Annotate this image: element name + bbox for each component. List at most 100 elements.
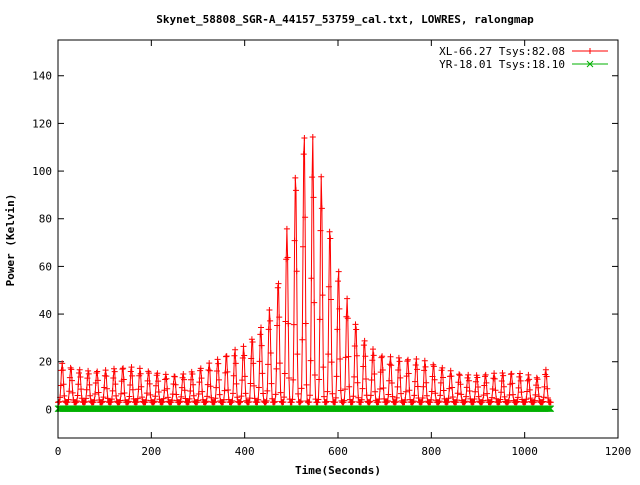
series-xl-point xyxy=(422,363,429,370)
x-tick-label: 200 xyxy=(141,445,161,458)
series-xl-point xyxy=(86,381,93,388)
series-xl-point xyxy=(259,370,266,377)
series-xl-point xyxy=(292,174,299,181)
series-xl-point xyxy=(361,337,368,344)
series-xl-point xyxy=(499,369,506,376)
series-xl-point xyxy=(344,315,351,322)
series-xl-point xyxy=(139,394,145,401)
series-xl-point xyxy=(195,390,202,397)
series-xl-point xyxy=(108,398,115,405)
series-xl-point xyxy=(366,399,373,406)
series-yr-point xyxy=(547,405,555,413)
series-xl-point xyxy=(482,373,488,380)
series-xl-point xyxy=(381,395,388,402)
series-xl-point xyxy=(447,367,454,374)
series-xl-point xyxy=(370,352,377,359)
series-xl-point xyxy=(350,393,357,400)
series-xl-point xyxy=(402,388,409,395)
series-xl-point xyxy=(544,385,551,392)
series-xl-point xyxy=(108,396,115,403)
series-xl-point xyxy=(491,375,498,382)
series-xl-point xyxy=(295,390,302,397)
series-xl-point xyxy=(354,379,361,386)
series-xl-point xyxy=(526,386,533,393)
series-xl-point xyxy=(234,394,241,401)
series-xl-point xyxy=(547,399,554,406)
series-xl-point xyxy=(85,367,92,374)
series-xl-point xyxy=(208,394,215,401)
series-xl-point xyxy=(195,397,201,404)
series-xl-point xyxy=(281,370,288,377)
series-xl-point xyxy=(471,396,478,403)
series-xl-point xyxy=(335,278,341,285)
series-xl-point xyxy=(370,346,376,353)
series-xl-point xyxy=(255,396,262,403)
series-xl-point xyxy=(314,399,321,406)
series-xl-point xyxy=(307,357,314,364)
series-xl-point xyxy=(61,392,68,399)
series-xl-point xyxy=(323,399,330,406)
series-xl-point xyxy=(440,387,447,394)
series-xl-point xyxy=(302,214,309,221)
series-xl-point xyxy=(77,374,84,381)
series-yr-markers xyxy=(54,405,555,413)
series-xl-point xyxy=(134,398,141,405)
series-xl-point xyxy=(112,381,119,388)
series-xl-point xyxy=(121,389,128,396)
series-xl-point xyxy=(514,398,521,405)
series-xl-point xyxy=(188,376,194,383)
series-xl-point xyxy=(187,388,194,395)
series-xl-point xyxy=(458,391,465,398)
series-xl-point xyxy=(143,390,150,397)
series-xl-point xyxy=(229,397,236,404)
series-xl-point xyxy=(59,360,66,367)
series-xl-point xyxy=(309,133,316,140)
y-tick-label: 80 xyxy=(39,213,52,226)
series-xl-point xyxy=(267,317,274,324)
series-xl-point xyxy=(299,336,306,343)
series-xl-point xyxy=(216,376,222,383)
series-xl-point xyxy=(113,392,120,399)
legend-swatch-marker xyxy=(587,48,593,54)
series-xl-point xyxy=(395,366,402,373)
series-xl-point xyxy=(155,378,162,385)
series-xl-point xyxy=(358,396,365,403)
series-xl-point xyxy=(341,397,348,404)
series-xl-point xyxy=(198,375,205,382)
series-xl-line xyxy=(57,136,551,403)
series-xl-point xyxy=(448,373,455,380)
series-xl-point xyxy=(172,381,179,388)
series-xl-point xyxy=(163,375,170,382)
series-xl-point xyxy=(423,392,430,399)
series-xl-point xyxy=(437,392,444,399)
chart-title: Skynet_58808_SGR-A_44157_53759_cal.txt, … xyxy=(156,13,534,26)
series-xl-point xyxy=(300,151,307,158)
series-xl-point xyxy=(56,398,63,405)
series-xl-point xyxy=(68,366,75,373)
series-xl-point xyxy=(316,376,323,383)
series-xl-point xyxy=(297,398,304,405)
series-xl-point xyxy=(316,316,323,323)
series-xl-point xyxy=(103,373,110,380)
series-xl-point xyxy=(498,377,505,384)
series-xl-point xyxy=(176,399,183,406)
series-xl-point xyxy=(69,377,75,384)
series-xl-point xyxy=(351,342,358,349)
series-xl-point xyxy=(146,380,153,387)
series-xl-point xyxy=(164,394,171,401)
series-xl-point xyxy=(394,383,401,390)
series-xl-point xyxy=(266,306,273,313)
series-xl-point xyxy=(283,225,290,232)
series-xl-point xyxy=(78,386,85,393)
series-xl-point xyxy=(379,366,386,373)
series-xl-point xyxy=(213,384,220,391)
series-xl-point xyxy=(309,174,316,181)
series-xl-point xyxy=(523,396,530,403)
series-xl-point xyxy=(377,385,383,392)
series-xl-point xyxy=(213,367,220,374)
series-xl-point xyxy=(420,383,427,390)
series-xl-point xyxy=(540,398,547,405)
series-xl-point xyxy=(524,377,531,384)
series-xl-point xyxy=(488,398,495,405)
